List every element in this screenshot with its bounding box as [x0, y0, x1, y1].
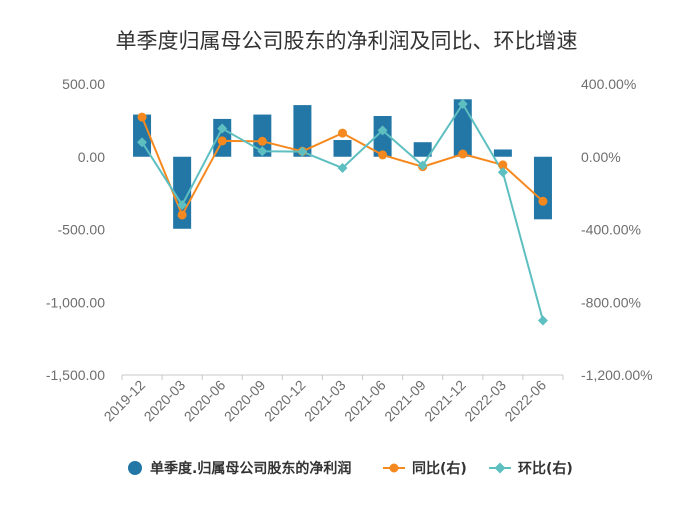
legend-marker-qoq	[494, 462, 506, 474]
bar-2020-09	[253, 114, 272, 157]
x-tick-label-2022-06: 2022-06	[501, 377, 549, 425]
y-left-tick-label: -1,500.00	[46, 367, 105, 383]
x-tick-label-2019-12: 2019-12	[101, 377, 149, 425]
legend-item-yoy[interactable]: 同比(右)	[383, 460, 467, 477]
x-tick-label-2021-12: 2021-12	[421, 377, 469, 425]
y-left-tick-label: 0.00	[78, 149, 105, 165]
qoq-point-2021-06	[377, 125, 388, 136]
yoy-point-2022-03	[498, 160, 508, 170]
qoq-point-2020-12	[297, 146, 308, 157]
bar-2019-12	[133, 114, 152, 157]
plot-area: 500.00 0.00 -500.00 -1,000.00 -1,500.00 400.0…	[46, 76, 653, 424]
qoq-point-2020-09	[257, 146, 268, 157]
bar-2021-06	[373, 116, 392, 157]
qoq-point-2021-03	[337, 163, 348, 174]
x-tick-label-2021-03: 2021-03	[301, 377, 349, 425]
y-right-tick-label: -1,200.00%	[581, 367, 653, 383]
yoy-point-2021-03	[338, 128, 347, 138]
y-left-tick-label: 500.00	[62, 76, 105, 92]
bar-2021-12	[453, 99, 472, 157]
legend: 单季度.归属母公司股东的净利润 同比(右) 环比(右)	[128, 460, 573, 477]
x-tick-label-2020-06: 2020-06	[181, 377, 229, 425]
bar-2021-09	[413, 142, 432, 157]
qoq-point-2020-03	[177, 199, 188, 210]
qoq-point-2020-06	[217, 123, 228, 134]
x-tick-label-2022-03: 2022-03	[461, 377, 509, 425]
x-tick-label-2020-03: 2020-03	[141, 377, 189, 425]
legend-item-net-profit[interactable]: 单季度.归属母公司股东的净利润	[128, 460, 351, 477]
legend-marker-net-profit	[128, 461, 142, 475]
yoy-point-2020-03	[177, 210, 187, 220]
yoy-point-2019-12	[137, 112, 147, 122]
bar-2022-06	[533, 156, 552, 220]
yoy-point-2021-06	[378, 150, 388, 160]
bar-2021-03	[333, 140, 352, 157]
yoy-point-2021-12	[458, 149, 468, 159]
legend-label-qoq: 环比(右)	[518, 460, 573, 477]
qoq-point-2021-09	[417, 160, 428, 171]
qoq-point-2022-03	[497, 167, 508, 178]
bar-2020-12	[293, 105, 312, 157]
yoy-point-2020-06	[217, 136, 227, 146]
x-tick-label-2020-09: 2020-09	[221, 377, 269, 425]
yoy-point-2022-06	[538, 196, 548, 206]
x-tick-label-2021-09: 2021-09	[381, 377, 429, 425]
legend-marker-yoy	[389, 463, 399, 473]
x-tick-label-2021-06: 2021-06	[341, 377, 389, 425]
y-left-tick-label: -1,000.00	[46, 294, 105, 310]
y-right-tick-label: 0.00%	[581, 149, 621, 165]
bar-2020-03	[173, 156, 192, 229]
legend-item-qoq[interactable]: 环比(右)	[489, 460, 573, 477]
qoq-point-2021-12	[457, 99, 468, 110]
chart-title: 单季度归属母公司股东的净利润及同比、环比增速	[116, 29, 578, 53]
legend-label-yoy: 同比(右)	[412, 460, 467, 477]
yoy-point-2020-09	[257, 136, 267, 146]
qoq-point-2022-06	[537, 315, 548, 326]
y-right-tick-label: -400.00%	[581, 222, 641, 238]
y-right-tick-label: 400.00%	[581, 76, 636, 92]
qoq-point-2019-12	[137, 137, 148, 148]
bar-2022-03	[493, 149, 512, 157]
y-right-tick-label: -800.00%	[581, 294, 641, 310]
legend-label-net-profit: 单季度.归属母公司股东的净利润	[150, 460, 351, 477]
x-tick-label-2020-12: 2020-12	[261, 377, 309, 425]
y-left-tick-label: -500.00	[58, 222, 106, 238]
